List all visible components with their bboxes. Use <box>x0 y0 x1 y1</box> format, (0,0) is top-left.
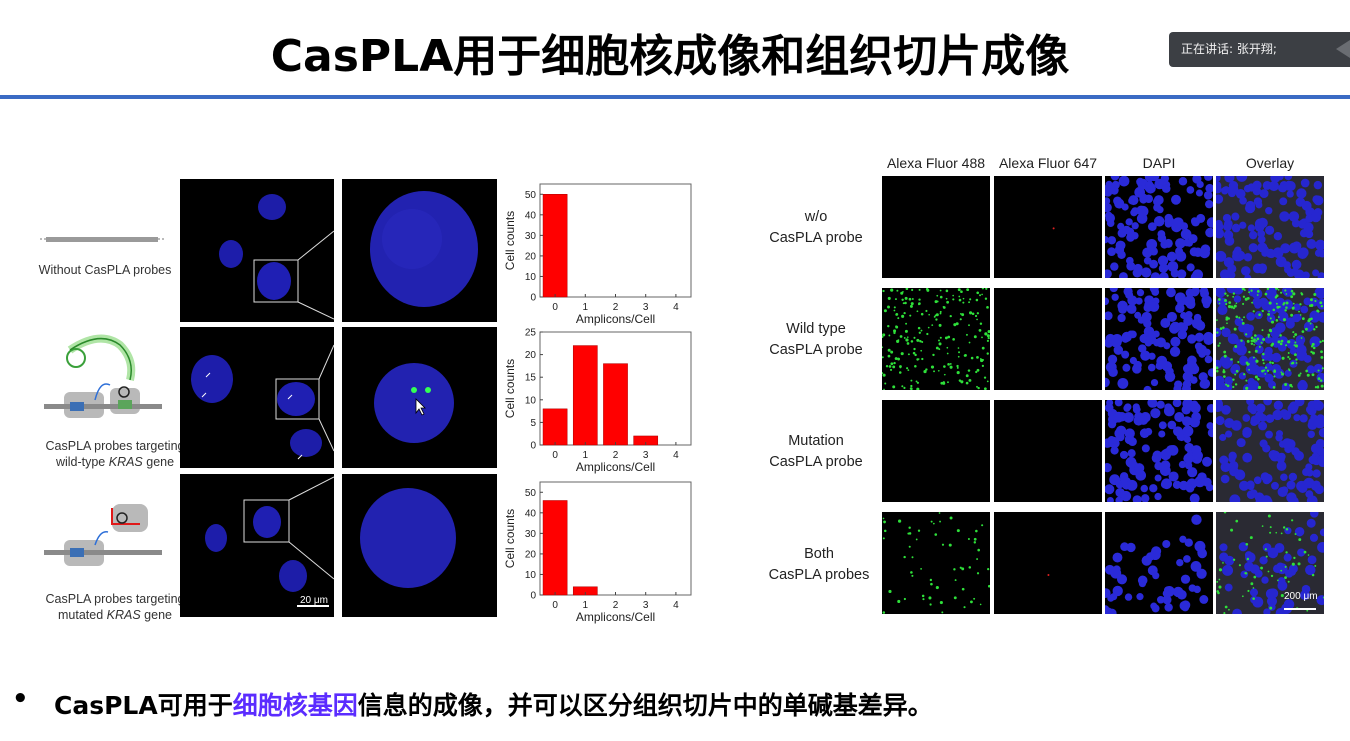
x-tick-label: 0 <box>552 302 558 313</box>
x-tick-label: 1 <box>583 600 589 611</box>
tissue-image <box>1105 176 1213 278</box>
y-tick-label: 0 <box>530 441 536 452</box>
scalebar-200um: 200 μm <box>1284 591 1318 602</box>
wildtype-probe-schematic <box>44 334 162 418</box>
y-tick-label: 10 <box>525 272 537 283</box>
y-tick-label: 40 <box>525 508 537 519</box>
x-tick-label: 1 <box>583 302 589 313</box>
tissue-image <box>994 512 1102 614</box>
y-axis-label: Cell counts <box>503 359 517 418</box>
bar <box>572 345 598 446</box>
x-axis-label: Amplicons/Cell <box>576 610 655 624</box>
column-header-af647: Alexa Fluor 647 <box>998 155 1098 171</box>
row-label-both-probes: Both CasPLA probes <box>768 546 870 583</box>
y-tick-label: 50 <box>525 190 537 201</box>
x-tick-label: 2 <box>613 600 619 611</box>
x-tick-label: 4 <box>673 600 679 611</box>
tissue-image <box>1216 400 1324 502</box>
row-label-mutation-probe: Mutation CasPLA probe <box>769 433 863 470</box>
speaker-indicator[interactable]: 正在讲话: 张开翔; <box>1169 32 1350 67</box>
bullet-dot: • <box>12 684 29 714</box>
column-header-af488: Alexa Fluor 488 <box>886 155 986 171</box>
x-tick-label: 2 <box>613 450 619 461</box>
y-tick-label: 10 <box>525 570 537 581</box>
micrograph-overview-1 <box>180 179 334 322</box>
y-axis-label: Cell counts <box>503 211 517 270</box>
mutated-probe-schematic <box>44 504 162 566</box>
y-tick-label: 20 <box>525 350 537 361</box>
bar <box>542 408 568 446</box>
linear-dna-schematic <box>40 237 166 242</box>
y-tick-label: 15 <box>525 373 537 384</box>
row-label-wo-probe: w/o CasPLA probe <box>769 209 863 246</box>
y-tick-label: 20 <box>525 549 537 560</box>
tissue-image <box>1105 288 1213 390</box>
y-tick-label: 40 <box>525 210 537 221</box>
tissue-image <box>1105 512 1213 614</box>
tissue-image <box>882 176 990 278</box>
x-tick-label: 4 <box>673 302 679 313</box>
micrograph-overview-3: 20 μm <box>180 474 334 617</box>
x-tick-label: 0 <box>552 450 558 461</box>
row-label-wildtype: CasPLA probes targeting wild-type KRAS g… <box>45 439 185 469</box>
tissue-image <box>1216 288 1324 390</box>
x-tick-label: 3 <box>643 600 649 611</box>
bar <box>542 194 568 298</box>
bar <box>542 500 568 596</box>
y-tick-label: 0 <box>530 591 536 602</box>
slide-title: CasPLA用于细胞核成像和组织切片成像 <box>270 31 1070 82</box>
column-header-overlay: Overlay <box>1245 155 1295 171</box>
y-tick-label: 30 <box>525 231 537 242</box>
x-tick-label: 2 <box>613 302 619 313</box>
tissue-image <box>1216 176 1324 278</box>
x-axis-label: Amplicons/Cell <box>576 460 655 474</box>
y-tick-label: 0 <box>530 293 536 304</box>
micrograph-zoom-2 <box>342 327 497 468</box>
collapse-icon[interactable] <box>1334 40 1350 58</box>
y-tick-label: 25 <box>525 328 537 339</box>
x-tick-label: 3 <box>643 450 649 461</box>
title-divider <box>0 95 1350 99</box>
row-label-mutated: CasPLA probes targeting mutated KRAS gen… <box>45 592 185 622</box>
row-label-wildtype-probe: Wild type CasPLA probe <box>769 321 863 358</box>
x-tick-label: 1 <box>583 450 589 461</box>
tissue-image <box>882 512 990 614</box>
row-label-without-probes: Without CasPLA probes <box>38 263 172 277</box>
bullet-text: CasPLA可用于细胞核基因信息的成像，并可以区分组织切片中的单碱基差异。 <box>54 691 933 720</box>
y-tick-label: 30 <box>525 529 537 540</box>
tissue-image <box>882 288 990 390</box>
histogram-wildtype: 0 1 2 3 4 0 5 10 15 20 25 Amplicons/Cell Cell counts <box>503 328 692 474</box>
bar <box>603 363 628 446</box>
micrograph-overview-2 <box>180 327 334 468</box>
tissue-image <box>994 288 1102 390</box>
x-tick-label: 0 <box>552 600 558 611</box>
scalebar-20um: 20 μm <box>300 595 328 606</box>
micrograph-zoom-3 <box>342 474 497 617</box>
x-tick-label: 4 <box>673 450 679 461</box>
tissue-image <box>994 176 1102 278</box>
y-tick-label: 20 <box>525 251 537 262</box>
y-tick-label: 5 <box>530 418 536 429</box>
x-tick-label: 3 <box>643 302 649 313</box>
tissue-image <box>882 400 990 502</box>
tissue-image <box>1216 512 1324 614</box>
y-tick-label: 10 <box>525 395 537 406</box>
y-tick-label: 50 <box>525 488 537 499</box>
micrograph-zoom-1 <box>342 179 497 322</box>
tissue-image <box>1105 400 1213 502</box>
y-axis-label: Cell counts <box>503 509 517 568</box>
x-axis-label: Amplicons/Cell <box>576 312 655 326</box>
tissue-image <box>994 400 1102 502</box>
column-header-dapi: DAPI <box>1142 155 1176 171</box>
speaker-text: 正在讲话: 张开翔; <box>1181 42 1277 56</box>
